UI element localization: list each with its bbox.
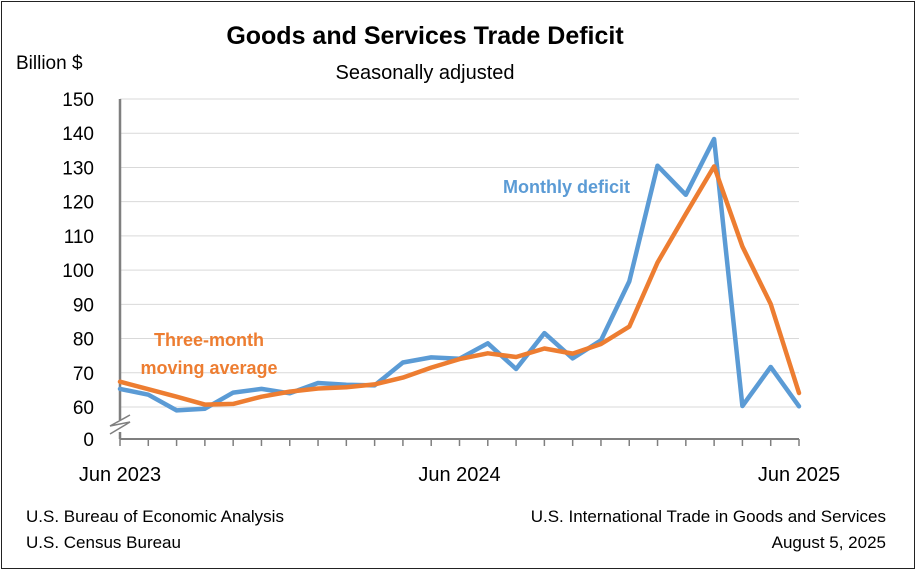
y-tick-label: 60 — [73, 398, 94, 419]
y-tick-label: 80 — [73, 330, 94, 351]
x-tick-label: Jun 2023 — [79, 464, 161, 486]
report-name: U.S. International Trade in Goods and Se… — [531, 507, 886, 526]
series-lines — [117, 136, 802, 413]
y-tick-label: 90 — [73, 295, 94, 316]
y-tick-label: 0 — [83, 430, 94, 451]
y-tick-label: 140 — [62, 124, 94, 145]
monthly-deficit-label: Monthly deficit — [503, 177, 630, 197]
source-bea: U.S. Bureau of Economic Analysis — [26, 507, 284, 526]
moving-average-label-line2: moving average — [140, 358, 277, 378]
chart-subtitle: Seasonally adjusted — [335, 62, 514, 84]
y-tick-label: 120 — [62, 193, 94, 214]
y-tick-label: 150 — [62, 90, 94, 111]
x-axis-ticks: Jun 2023 Jun 2024 Jun 2025 — [79, 464, 840, 486]
y-tick-label: 110 — [64, 227, 94, 248]
y-tick-label: 130 — [62, 158, 94, 179]
y-axis-ticks: 0 60 70 80 90 100 110 120 130 140 150 — [62, 90, 94, 451]
gridlines — [120, 98, 799, 408]
y-tick-label: 100 — [62, 261, 94, 282]
y-axis-unit-label: Billion $ — [16, 53, 83, 74]
axes — [109, 99, 800, 446]
moving-average-line — [117, 164, 802, 407]
y-tick-label: 70 — [73, 364, 94, 385]
release-date: August 5, 2025 — [772, 533, 886, 552]
x-tick-label: Jun 2025 — [758, 464, 840, 486]
chart-title: Goods and Services Trade Deficit — [226, 22, 624, 50]
moving-average-label-line1: Three-month — [154, 330, 264, 350]
source-census: U.S. Census Bureau — [26, 533, 181, 552]
x-tick-label: Jun 2024 — [418, 464, 500, 486]
axis-break-mark — [109, 414, 131, 435]
